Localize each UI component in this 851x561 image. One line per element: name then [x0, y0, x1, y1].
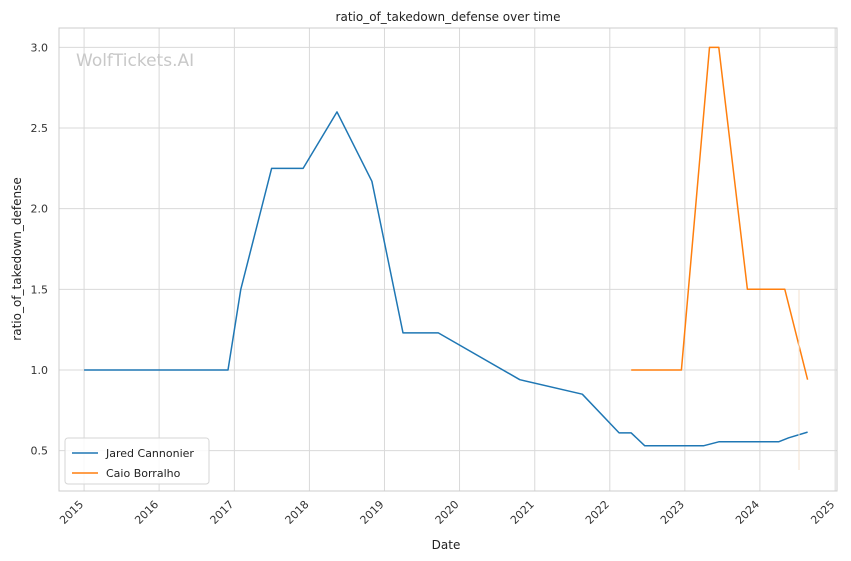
y-tick-label: 2.0: [31, 203, 49, 216]
y-tick-label: 0.5: [31, 445, 49, 458]
grid-lines: [59, 28, 837, 491]
plot-area: [58, 27, 838, 492]
series-line-jared-cannonier: [84, 111, 808, 447]
watermark: WolfTickets.AI: [76, 51, 194, 71]
y-tick-label: 1.5: [31, 283, 49, 296]
legend-label-caio-borralho: Caio Borralho: [106, 467, 181, 480]
legend-box: [64, 437, 210, 485]
series-lines: [84, 46, 809, 447]
y-tick-labels: 0.5 1.0 1.5 2.0 2.5 3.0: [31, 41, 49, 457]
legend-label-jared-cannonier: Jared Cannonier: [105, 447, 194, 460]
y-axis-title: ratio_of_takedown_defense: [10, 177, 24, 340]
x-axis-title: Date: [432, 538, 461, 552]
y-tick-label: 2.5: [31, 122, 49, 135]
legend: Jared Cannonier Caio Borralho: [64, 437, 210, 485]
series-line-caio-borralho: [631, 46, 809, 380]
chart-title: ratio_of_takedown_defense over time: [336, 10, 561, 24]
y-tick-label: 3.0: [31, 41, 49, 54]
y-tick-label: 1.0: [31, 364, 49, 377]
